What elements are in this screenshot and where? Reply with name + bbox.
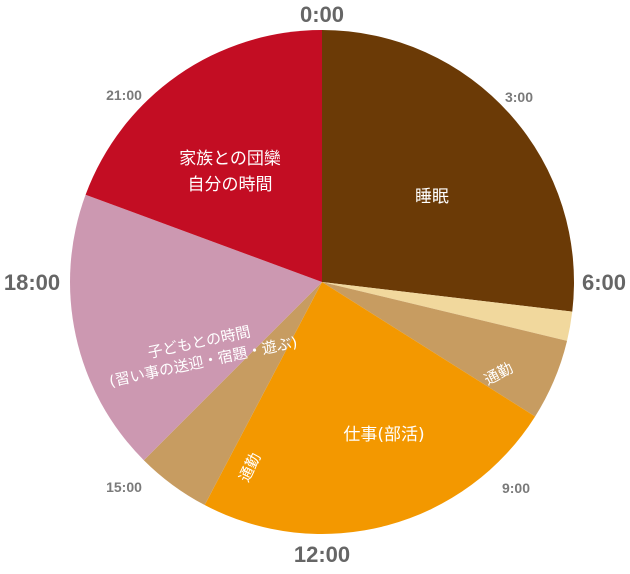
slice-label-line: 睡眠 bbox=[415, 187, 449, 207]
clock-tick-label: 18:00 bbox=[4, 270, 60, 295]
pie-slice-2 bbox=[322, 282, 568, 417]
pie-slice-3 bbox=[204, 282, 536, 534]
clock-tick-label: 21:00 bbox=[106, 87, 142, 103]
clock-tick-label: 12:00 bbox=[294, 542, 350, 567]
slice-label-line: 仕事(部活) bbox=[343, 425, 424, 445]
clock-tick-label: 15:00 bbox=[106, 479, 142, 495]
slice-label-3: 仕事(部活) bbox=[343, 425, 424, 445]
clock-tick-label: 3:00 bbox=[505, 89, 533, 105]
slice-label-line: 自分の時間 bbox=[188, 175, 273, 195]
clock-tick-label: 6:00 bbox=[582, 270, 626, 295]
pie-slice-6 bbox=[85, 30, 322, 282]
slice-label-line: 家族との団欒 bbox=[179, 149, 281, 169]
pie-slice-1 bbox=[322, 282, 573, 341]
clock-tick-label: 9:00 bbox=[502, 480, 530, 496]
pie-slice-4 bbox=[143, 282, 322, 506]
clock-tick-label: 0:00 bbox=[300, 2, 344, 27]
pie-slice-5 bbox=[70, 194, 322, 461]
pie-slice-0 bbox=[322, 30, 574, 312]
slice-label-0: 睡眠 bbox=[415, 187, 449, 207]
